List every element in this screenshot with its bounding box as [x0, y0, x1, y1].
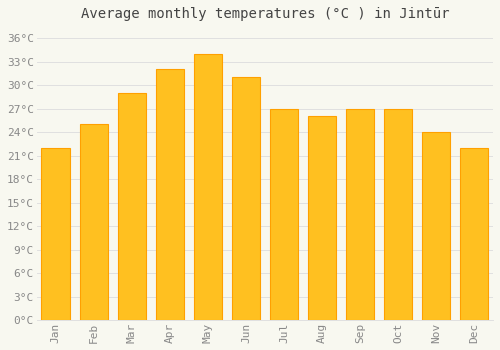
- Bar: [460, 148, 488, 320]
- Bar: [80, 124, 108, 320]
- Bar: [384, 108, 412, 320]
- Title: Average monthly temperatures (°C ) in Jintūr: Average monthly temperatures (°C ) in Ji…: [80, 7, 449, 21]
- Bar: [422, 132, 450, 320]
- Bar: [42, 148, 70, 320]
- Bar: [308, 116, 336, 320]
- Bar: [232, 77, 260, 320]
- Bar: [118, 93, 146, 320]
- Bar: [270, 108, 298, 320]
- Bar: [346, 108, 374, 320]
- Bar: [194, 54, 222, 320]
- Bar: [156, 69, 184, 320]
